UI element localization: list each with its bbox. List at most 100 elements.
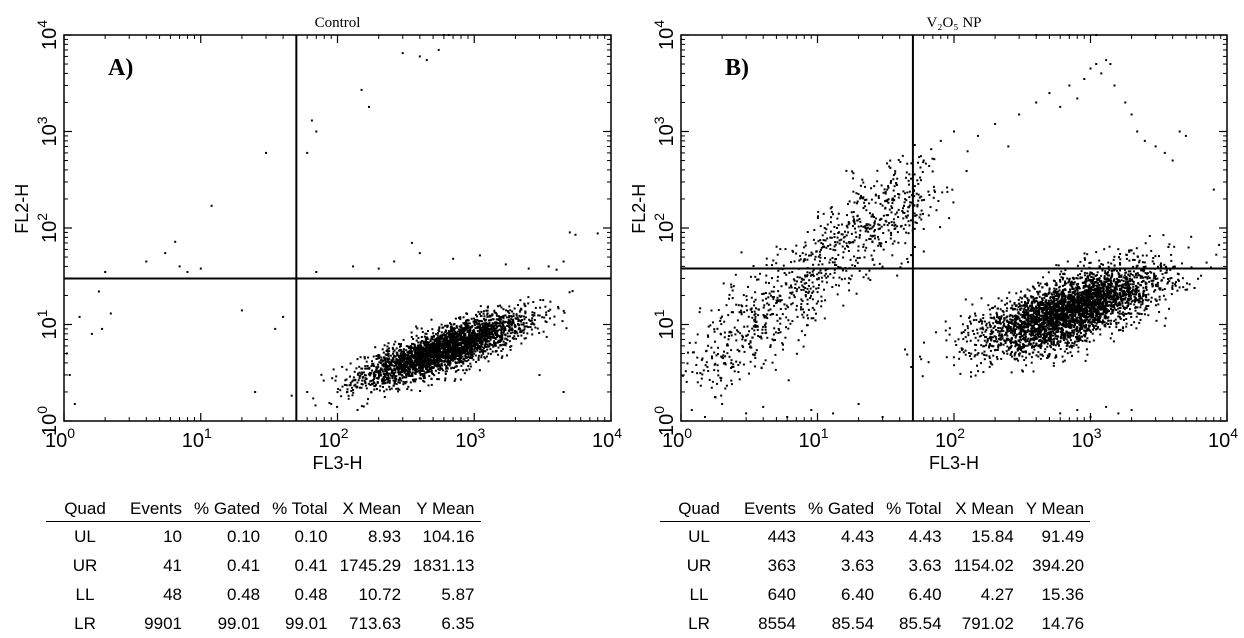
panel-b-event-dot [1006,307,1008,309]
panel-a-event-dot [439,341,441,343]
panel-a-event-dot [500,316,502,318]
panel-a-event-dot [495,337,497,339]
panel-a-event-dot [440,364,442,366]
panel-a-event-dot [478,355,480,357]
panel-a-event-dot [515,331,517,333]
panel-b-event-dot [1142,261,1144,263]
panel-a-event-dot [425,353,427,355]
panel-a-event-dot [416,352,418,354]
panel-a-event-dot [382,381,384,383]
panel-b-event-dot [1072,335,1074,337]
panel-b-x-tick-label: 103 [1071,425,1101,452]
panel-a-event-dot [352,394,354,396]
panel-a-event-dot [365,377,367,379]
panel-a-event-dot [420,355,422,357]
panel-b-event-dot [1076,296,1078,298]
panel-a-event-dot [453,356,455,358]
panel-a-event-dot [398,361,400,363]
panel-a-event-dot [431,343,433,345]
panel-a-event-dot [350,363,352,365]
panel-a-event-dot [386,357,388,359]
panel-a-event-dot [463,331,465,333]
panel-a-event-dot [514,308,516,310]
panel-a-event-dot [342,386,344,388]
panel-a-event-dot [393,261,395,263]
panel-b-y-tick-label: 104 [651,20,678,50]
panel-a-event-dot [416,358,418,360]
panel-a-event-dot [459,316,461,318]
panel-a-event-dot [502,326,504,328]
panel-a-event-dot [399,355,401,357]
panel-b-event-dot [1119,253,1121,255]
panel-b-event-dot [1066,348,1068,350]
panel-a-event-dot [374,382,376,384]
panel-a-event-dot [450,340,452,342]
panel-b-event-dot [1157,285,1159,287]
panel-a-event-dot [508,305,510,307]
panel-a-event-dot [485,329,487,331]
panel-a-event-dot [423,359,425,361]
panel-a-event-dot [371,383,373,385]
panel-a-event-dot [435,333,437,335]
panel-a-event-dot [357,358,359,360]
panel-a-event-dot [506,325,508,327]
panel-a-event-dot [460,334,462,336]
panel-a-event-dot [403,348,405,350]
panel-b-event-dot [998,344,1000,346]
panel-a-event-dot [464,352,466,354]
panel-a-event-dot [479,326,481,328]
panel-a-event-dot [386,389,388,391]
panel-a-event-dot [501,355,503,357]
panel-b-x-tick-exponent: 0 [684,425,692,441]
panel-a-event-dot [91,333,93,335]
panel-b-event-dot [976,365,978,367]
panel-b-event-dot [988,347,990,349]
panel-a-event-dot [447,344,449,346]
panel-b-event-dot [1155,278,1157,280]
panel-b-event-dot [1023,359,1025,361]
panel-b-event-dot [1040,358,1042,360]
panel-a-event-dot [438,326,440,328]
panel-a-event-dot [386,364,388,366]
panel-a-event-dot [535,307,537,309]
panel-b-event-dot [1008,292,1010,294]
panel-a-event-dot [512,337,514,339]
panel-a-event-dot [435,361,437,363]
panel-b-event-dot [1110,287,1112,289]
panel-a-event-dot [469,356,471,358]
panel-b-event-dot [1065,342,1067,344]
panel-a-event-dot [532,301,534,303]
panel-b-event-dot [1071,355,1073,357]
panel-a-event-dot [416,335,418,337]
panel-a-event-dot [517,324,519,326]
panel-a-event-dot [434,359,436,361]
panel-a-event-dot [444,345,446,347]
panel-a-event-dot [454,378,456,380]
panel-a-event-dot [431,378,433,380]
panel-a-event-dot [485,339,487,341]
panel-b-event-dot [1014,302,1016,304]
panel-a-event-dot [378,354,380,356]
panel-a-event-dot [495,351,497,353]
panel-a-event-dot [413,357,415,359]
panel-a-event-dot [462,369,464,371]
panel-a-event-dot [392,369,394,371]
panel-b-event-dot [1015,352,1017,354]
panel-a-event-dot [377,364,379,366]
panel-a-event-dot [391,388,393,390]
panel-a-event-dot [464,323,466,325]
panel-a-event-dot [408,374,410,376]
panel-a-event-dot [486,316,488,318]
panel-a-event-dot [378,357,380,359]
panel-b-event-dot [965,354,967,356]
panel-a-event-dot [480,305,482,307]
panel-b-x-tick-label: 102 [935,425,965,452]
panel-b-event-dot [960,315,962,317]
panel-a-event-dot [421,366,423,368]
panel-a-event-dot [490,319,492,321]
panel-b-event-dot [1172,282,1174,284]
panel-a-event-dot [366,387,368,389]
panel-a-event-dot [374,371,376,373]
panel-a-event-dot [510,332,512,334]
panel-a-event-dot [411,373,413,375]
